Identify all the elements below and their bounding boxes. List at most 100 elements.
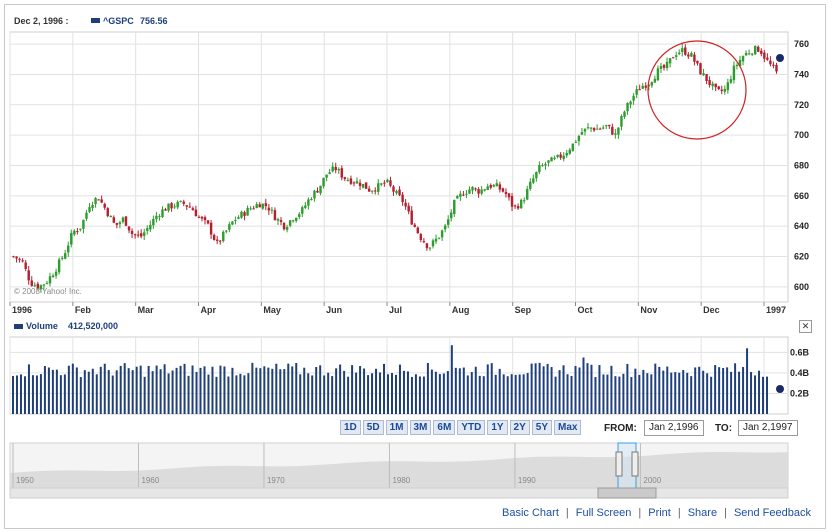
candle-body [30, 280, 33, 286]
candle-body [690, 53, 693, 57]
candle-body [21, 260, 24, 262]
volume-bar [275, 363, 278, 414]
candle-body [529, 181, 532, 189]
range-ytd-button[interactable]: YTD [457, 420, 486, 435]
volume-bar [335, 368, 338, 414]
candle-body [589, 127, 593, 129]
candle-body [538, 165, 541, 173]
candle-body [33, 285, 37, 287]
candle-body [12, 256, 15, 258]
candle-body [674, 55, 678, 57]
candle-body [42, 284, 46, 286]
volume-bar [135, 366, 138, 414]
range-5y-button[interactable]: 5Y [531, 420, 553, 435]
volume-bar [726, 367, 729, 414]
candle-body [60, 257, 64, 259]
volume-bar [75, 367, 78, 414]
x-tick-label: Dec [703, 305, 720, 315]
candle-body [480, 189, 483, 194]
range-1d-button[interactable]: 1D [340, 420, 361, 435]
x-tick-label: Mar [138, 305, 155, 315]
candle-body [486, 186, 489, 191]
range-2y-button[interactable]: 2Y [509, 420, 530, 435]
volume-bar [486, 364, 489, 414]
basic-chart-link[interactable]: Basic Chart [502, 507, 559, 519]
volume-bar [526, 373, 529, 414]
volume-bar [658, 366, 661, 414]
range-1m-button[interactable]: 1M [385, 420, 408, 435]
candle-body [377, 183, 380, 192]
volume-bar [319, 365, 322, 414]
candle-body [191, 208, 195, 211]
volume-bar [742, 367, 745, 414]
x-tick-label: Oct [578, 305, 593, 315]
range-3m-button[interactable]: 3M [409, 420, 432, 435]
candle-body [677, 52, 681, 55]
volume-bar [51, 369, 54, 414]
volume-bar [79, 376, 82, 414]
volume-bar [738, 371, 741, 414]
navigator-year-label: 1980 [392, 476, 410, 485]
send-feedback-link[interactable]: Send Feedback [733, 507, 811, 519]
volume-bar [155, 365, 158, 414]
candle-body [355, 181, 359, 184]
navigator-left-handle[interactable] [615, 451, 623, 477]
candle-body [91, 205, 94, 209]
candle-body [571, 143, 575, 151]
candle-body [124, 216, 128, 226]
close-volume-button[interactable]: ✕ [799, 320, 812, 333]
candle-body [747, 53, 751, 55]
candle-body [635, 89, 638, 95]
volume-bar [191, 365, 194, 414]
candle-body [410, 210, 413, 225]
candle-body [346, 179, 350, 181]
candle-body [158, 216, 161, 218]
highlight-circle [647, 40, 747, 140]
candle-body [532, 178, 535, 183]
volume-bar [279, 369, 282, 414]
volume-bar [159, 369, 162, 414]
candle-body [249, 208, 252, 210]
volume-bar [394, 374, 397, 414]
volume-bar [666, 366, 669, 414]
to-label: TO: [715, 423, 733, 434]
candle-body [738, 59, 742, 67]
candle-body [586, 127, 590, 129]
range-max-button[interactable]: Max [554, 420, 582, 435]
volume-bar [474, 366, 477, 414]
print-link[interactable]: Print [648, 507, 671, 519]
candle-body [73, 230, 76, 235]
from-date-input[interactable]: Jan 2,1996 [644, 420, 704, 436]
volume-bar [446, 371, 449, 414]
full-screen-link[interactable]: Full Screen [575, 507, 632, 519]
range-6m-button[interactable]: 6M [433, 420, 456, 435]
candle-body [76, 231, 79, 233]
volume-bar [12, 375, 14, 414]
volume-bar [582, 357, 585, 414]
volume-bar [706, 373, 709, 414]
candle-body [225, 230, 228, 232]
candle-body [36, 283, 40, 289]
volume-bar [686, 372, 689, 414]
range-1y-button[interactable]: 1Y [487, 420, 508, 435]
navigator-right-handle[interactable] [631, 451, 639, 477]
range-5d-button[interactable]: 5D [362, 420, 384, 435]
candle-body [316, 190, 319, 193]
to-date-input[interactable]: Jan 2,1997 [738, 420, 798, 436]
volume-bar [55, 369, 58, 414]
candle-body [617, 127, 620, 135]
candle-body [240, 211, 243, 218]
navigator-scroll-thumb[interactable] [597, 487, 657, 499]
volume-bar [670, 372, 673, 414]
candle-body [88, 207, 91, 212]
volume-bar [466, 375, 469, 414]
candle-body [541, 165, 544, 167]
volume-bar [267, 367, 270, 414]
share-link[interactable]: Share [687, 507, 718, 519]
candle-body [155, 215, 158, 220]
navigator-scrollbar[interactable] [9, 487, 789, 499]
volume-swatch [14, 324, 23, 329]
candle-body [577, 136, 581, 142]
volume-bar [19, 374, 22, 414]
